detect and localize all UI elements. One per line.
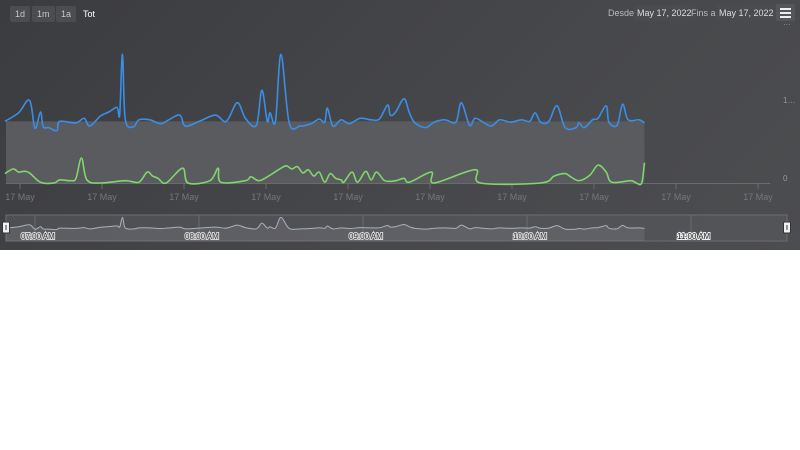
to-date-input[interactable]: May 17, 2022 bbox=[716, 5, 777, 21]
navigator-area bbox=[4, 217, 645, 241]
x-tick-label: 17 May bbox=[251, 192, 281, 202]
range-button-all[interactable]: Tot bbox=[83, 9, 96, 19]
navigator-series bbox=[4, 216, 645, 231]
navigator[interactable]: 07:00 AM 08:00 AM 09:00 AM 10:00 AM 11:00 AM bbox=[2, 214, 791, 242]
y-tick-label-0: 0 bbox=[783, 174, 788, 183]
data-area-shade bbox=[6, 121, 645, 183]
from-label: Desde bbox=[608, 8, 635, 18]
x-tick-label: 17 May bbox=[497, 192, 527, 202]
series-line-0 bbox=[4, 53, 645, 132]
range-button-1d[interactable]: 1d bbox=[10, 6, 31, 22]
navigator-label: 11:00 AM bbox=[677, 232, 711, 241]
x-tick-label: 17 May bbox=[661, 192, 691, 202]
x-tick-label: 17 May bbox=[169, 192, 199, 202]
y-tick-label-2: … bbox=[783, 18, 791, 27]
stock-chart: 1d 1m 1a Tot Desde May 17, 2022 Fins a M… bbox=[0, 0, 800, 250]
series-line-1 bbox=[4, 157, 646, 186]
navigator-label: 10:00 AM bbox=[513, 232, 547, 241]
chart-plot: 0 1… … 17 May 17 May 17 May 17 May 17 May 17 May… bbox=[2, 18, 795, 242]
to-label: Fins a bbox=[691, 8, 716, 18]
range-button-1m[interactable]: 1m bbox=[32, 6, 55, 22]
x-tick-label: 17 May bbox=[579, 192, 609, 202]
from-date-input[interactable]: May 17, 2022 bbox=[634, 5, 695, 21]
x-tick-label: 17 May bbox=[333, 192, 363, 202]
x-tick-label: 17 May bbox=[87, 192, 117, 202]
x-tick-label: 17 May bbox=[5, 192, 35, 202]
navigator-label: 08:00 AM bbox=[185, 232, 219, 241]
hamburger-menu-icon[interactable] bbox=[776, 4, 795, 21]
range-button-1a[interactable]: 1a bbox=[56, 6, 77, 22]
navigator-label: 07:00 AM bbox=[21, 232, 55, 241]
navigator-label: 09:00 AM bbox=[349, 232, 383, 241]
x-tick-label: 17 May bbox=[743, 192, 773, 202]
x-tick-label: 17 May bbox=[415, 192, 445, 202]
y-tick-label-1: 1… bbox=[783, 96, 795, 105]
